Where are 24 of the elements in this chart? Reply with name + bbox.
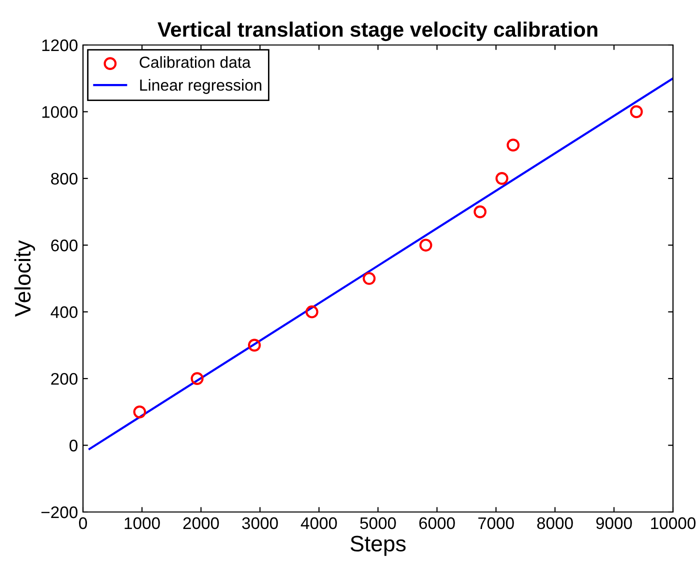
y-tick-label: 200 <box>51 372 78 385</box>
y-tick-label: 800 <box>51 172 78 185</box>
y-tick-label: 1000 <box>42 106 78 118</box>
legend-label: Calibration data <box>140 56 251 68</box>
x-tick-label: 4000 <box>300 517 337 530</box>
y-axis-title: Velocity <box>14 240 36 317</box>
y-tick-label: 400 <box>50 306 78 318</box>
legend-label: Linear regression <box>140 79 262 94</box>
x-tick-label: 5000 <box>360 517 396 530</box>
x-tick-label: 1000 <box>124 517 160 530</box>
x-tick-label: 7000 <box>478 517 514 530</box>
x-tick-label: 8000 <box>537 517 573 530</box>
chart-title: Vertical translation stage velocity calibration <box>158 22 598 42</box>
x-tick-label: 3000 <box>242 517 278 530</box>
x-tick-label: 6000 <box>419 517 455 530</box>
y-tick-label: 600 <box>51 240 78 252</box>
x-tick-label: 9000 <box>596 517 632 530</box>
x-axis-title: Steps <box>350 536 406 556</box>
x-tick-label: 10000 <box>651 517 696 530</box>
x-tick-label: 2000 <box>183 517 219 530</box>
y-tick-label: 1200 <box>42 39 78 52</box>
y-tick-label: 0 <box>70 440 78 452</box>
x-tick-label: 0 <box>79 517 87 530</box>
y-tick-label: −200 <box>41 506 78 518</box>
